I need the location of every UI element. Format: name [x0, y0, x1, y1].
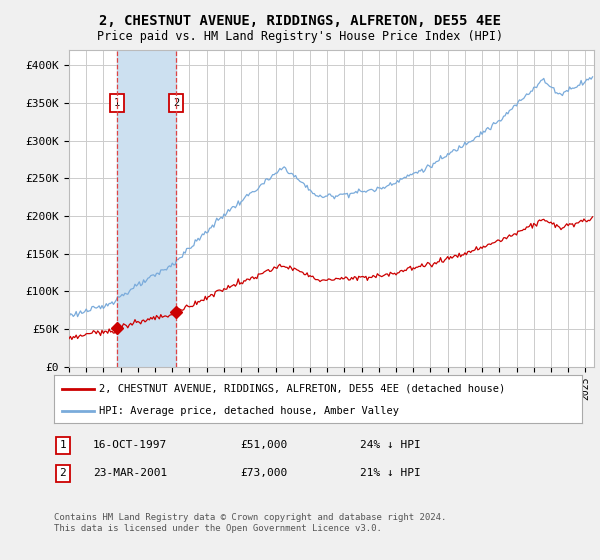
Bar — [117, 50, 176, 367]
Text: 21% ↓ HPI: 21% ↓ HPI — [360, 468, 421, 478]
Text: 2: 2 — [59, 468, 67, 478]
Text: 2, CHESTNUT AVENUE, RIDDINGS, ALFRETON, DE55 4EE: 2, CHESTNUT AVENUE, RIDDINGS, ALFRETON, … — [99, 14, 501, 28]
Text: 1: 1 — [59, 440, 67, 450]
Text: This data is licensed under the Open Government Licence v3.0.: This data is licensed under the Open Gov… — [54, 524, 382, 533]
Text: 2, CHESTNUT AVENUE, RIDDINGS, ALFRETON, DE55 4EE (detached house): 2, CHESTNUT AVENUE, RIDDINGS, ALFRETON, … — [99, 384, 505, 394]
Text: Price paid vs. HM Land Registry's House Price Index (HPI): Price paid vs. HM Land Registry's House … — [97, 30, 503, 43]
Text: 1: 1 — [114, 98, 120, 108]
Text: £51,000: £51,000 — [240, 440, 287, 450]
Text: HPI: Average price, detached house, Amber Valley: HPI: Average price, detached house, Ambe… — [99, 406, 399, 416]
Text: 16-OCT-1997: 16-OCT-1997 — [93, 440, 167, 450]
Text: 24% ↓ HPI: 24% ↓ HPI — [360, 440, 421, 450]
Text: 2: 2 — [173, 98, 179, 108]
Text: Contains HM Land Registry data © Crown copyright and database right 2024.: Contains HM Land Registry data © Crown c… — [54, 513, 446, 522]
Text: £73,000: £73,000 — [240, 468, 287, 478]
Text: 23-MAR-2001: 23-MAR-2001 — [93, 468, 167, 478]
